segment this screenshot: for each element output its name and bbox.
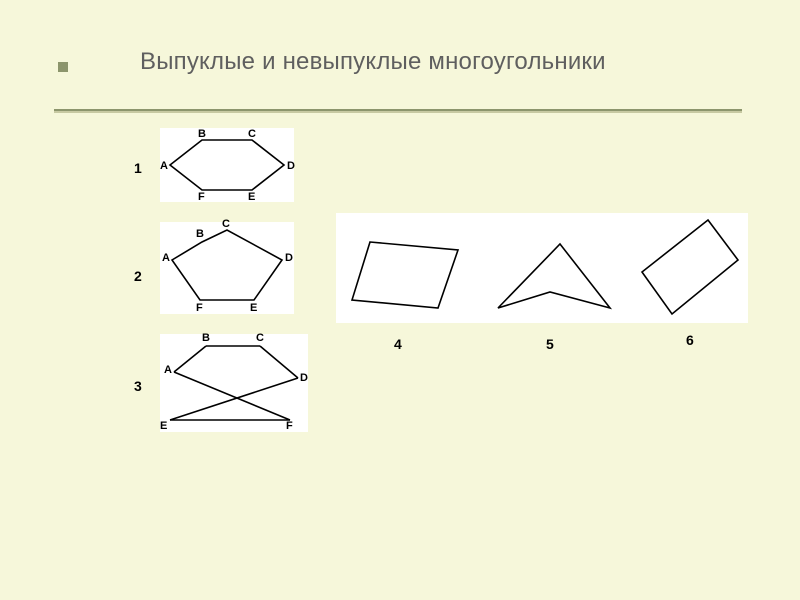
slide-title: Выпуклые и невыпуклые многоугольники bbox=[140, 48, 606, 76]
figure-number-3: 3 bbox=[134, 378, 142, 394]
vertex-label: B bbox=[196, 228, 204, 240]
vertex-label: E bbox=[160, 420, 167, 432]
figure-diamond bbox=[636, 214, 744, 322]
vertex-label: E bbox=[248, 191, 255, 203]
vertex-label: D bbox=[287, 160, 295, 172]
figure-pentagon: ABCDEF bbox=[160, 222, 294, 314]
bullet-icon bbox=[58, 59, 68, 69]
vertex-label: C bbox=[222, 218, 230, 230]
vertex-label: A bbox=[162, 252, 170, 264]
figure-crossed: A B C D E F bbox=[160, 334, 308, 432]
vertex-label: E bbox=[250, 302, 257, 314]
figure-number-6: 6 bbox=[686, 332, 694, 348]
vertex-label: F bbox=[198, 191, 205, 203]
figure-number-2: 2 bbox=[134, 268, 142, 284]
figure-hexagon: A B C D E F bbox=[160, 128, 294, 202]
vertex-label: F bbox=[196, 302, 203, 314]
vertex-label: D bbox=[300, 372, 308, 384]
vertex-label: B bbox=[202, 332, 210, 344]
vertex-label: C bbox=[248, 128, 256, 140]
vertex-label: C bbox=[256, 332, 264, 344]
vertex-label: D bbox=[285, 252, 293, 264]
figure-number-5: 5 bbox=[546, 336, 554, 352]
figure-number-4: 4 bbox=[394, 336, 402, 352]
vertex-label: B bbox=[198, 128, 206, 140]
vertex-label: F bbox=[286, 420, 293, 432]
slide: Выпуклые и невыпуклые многоугольники A B C… bbox=[0, 0, 800, 600]
figure-concave bbox=[490, 236, 618, 320]
vertex-label: A bbox=[164, 364, 172, 376]
divider bbox=[54, 100, 742, 104]
vertex-label: A bbox=[160, 160, 168, 172]
figure-number-1: 1 bbox=[134, 160, 142, 176]
figure-parallelogram bbox=[340, 230, 468, 320]
